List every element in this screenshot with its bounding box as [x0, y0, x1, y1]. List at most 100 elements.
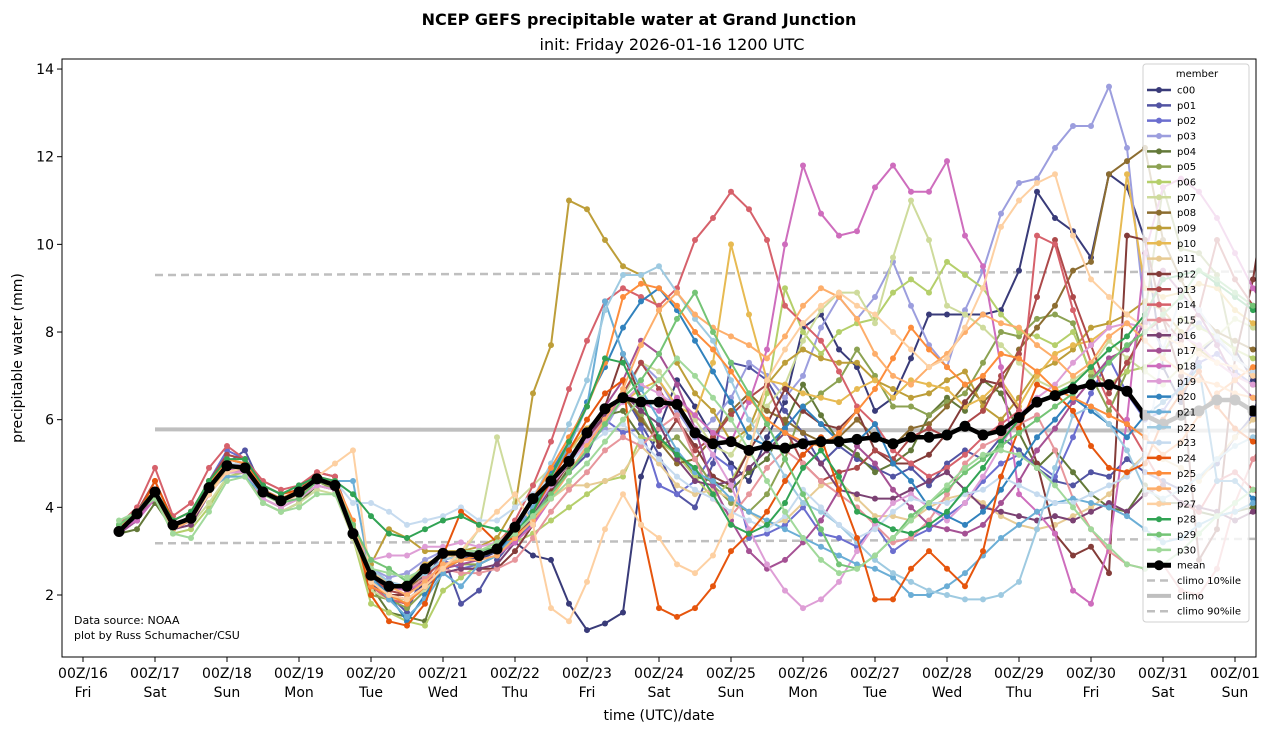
- member-p11-point: [620, 469, 626, 476]
- member-p16-point: [818, 460, 824, 467]
- member-p01-point: [1088, 469, 1094, 476]
- member-p09-point: [386, 526, 392, 533]
- member-p24-point: [1250, 438, 1256, 445]
- mean-point: [1049, 390, 1061, 402]
- member-p17-point: [1034, 447, 1040, 454]
- member-p20-point: [1016, 460, 1022, 467]
- member-p14-point: [692, 236, 698, 243]
- member-p09-point: [1268, 390, 1273, 396]
- member-p10-point: [836, 399, 842, 406]
- legend-item-p01: p01: [1147, 101, 1196, 112]
- member-p04-point: [872, 469, 878, 476]
- member-p04-point: [1268, 496, 1273, 502]
- legend-item-p09: p09: [1147, 223, 1196, 234]
- member-p03-point: [962, 307, 968, 314]
- mean-point: [995, 425, 1007, 437]
- member-p06-point: [1268, 364, 1273, 370]
- mean-point: [203, 482, 215, 494]
- member-p09-point: [620, 263, 626, 270]
- legend-item-p02: p02: [1147, 116, 1196, 127]
- member-p18-point: [512, 539, 518, 546]
- member-p19-point: [944, 517, 950, 524]
- member-p16-point: [890, 495, 896, 502]
- member-c00-point: [638, 473, 644, 480]
- member-p27-point: [440, 565, 446, 572]
- mean-point: [239, 462, 251, 474]
- member-p19-point: [1106, 324, 1112, 331]
- member-p26-point: [872, 350, 878, 357]
- member-p29-point: [944, 486, 950, 493]
- member-p13-point: [1124, 359, 1130, 366]
- member-p11-point: [584, 482, 590, 489]
- member-c00-point: [746, 478, 752, 485]
- member-p05-point: [926, 412, 932, 419]
- member-p21-point: [872, 565, 878, 572]
- legend-item-p23: p23: [1147, 438, 1196, 449]
- member-p27-point: [962, 324, 968, 331]
- member-p30-point: [728, 416, 734, 423]
- member-p25-point: [368, 583, 374, 590]
- member-p26-point: [1124, 320, 1130, 327]
- x-tick-label-time: 00Z/29: [994, 666, 1044, 682]
- member-p27-point: [854, 302, 860, 309]
- member-p09-point: [1070, 346, 1076, 353]
- legend-swatch-marker: [1156, 500, 1162, 507]
- member-p29-point: [602, 421, 608, 428]
- mean-point: [257, 486, 269, 498]
- member-p11-point: [782, 517, 788, 524]
- member-p30-point: [908, 517, 914, 524]
- member-p12-point: [1088, 543, 1094, 550]
- member-p19-point: [458, 539, 464, 546]
- member-p04-point: [908, 447, 914, 454]
- member-p21-point: [656, 416, 662, 423]
- member-p16-point: [1268, 500, 1273, 506]
- member-p28-point: [746, 530, 752, 537]
- member-p27-point: [620, 491, 626, 498]
- mean-point: [743, 444, 755, 456]
- member-p30-point: [260, 499, 266, 506]
- member-p16-point: [638, 407, 644, 414]
- member-p21-point: [926, 592, 932, 598]
- member-p05-point: [404, 605, 410, 612]
- member-p17-point: [998, 499, 1004, 506]
- y-tick-label: 4: [45, 500, 54, 516]
- mean-point: [959, 420, 971, 432]
- member-p14-point: [1052, 241, 1058, 248]
- member-p19-point: [386, 552, 392, 559]
- member-p21-point: [1034, 508, 1040, 515]
- mean-point: [491, 543, 503, 555]
- member-p23-point: [476, 517, 482, 524]
- member-p26-point: [512, 535, 518, 542]
- member-p28-point: [800, 464, 806, 471]
- member-p23-point: [1124, 473, 1130, 480]
- member-p24-point: [1124, 469, 1130, 476]
- member-p06-point: [890, 289, 896, 296]
- member-p08-point: [1124, 158, 1130, 165]
- member-p01-point: [1124, 456, 1130, 463]
- legend-item-p03: p03: [1147, 131, 1196, 142]
- y-tick-label: 12: [36, 150, 54, 166]
- member-p07-point: [1250, 324, 1256, 331]
- member-p19-point: [872, 521, 878, 528]
- member-p28-point: [368, 513, 374, 520]
- member-p16-point: [494, 561, 500, 568]
- legend-label: p22: [1177, 423, 1196, 434]
- member-p28-point: [584, 403, 590, 410]
- climo-10pct-line: [154, 537, 1256, 545]
- member-p15-point: [908, 535, 914, 542]
- member-p09-point: [836, 359, 842, 366]
- member-p23-point: [350, 499, 356, 506]
- legend-label: p03: [1177, 131, 1196, 142]
- member-p29-point: [782, 456, 788, 463]
- mean-point: [1085, 379, 1097, 391]
- member-p23-point: [458, 504, 464, 511]
- member-p27-point: [1016, 197, 1022, 204]
- member-p14-point: [944, 464, 950, 471]
- member-p11-point: [602, 478, 608, 485]
- member-p01-point: [458, 600, 464, 607]
- member-p30-point: [710, 394, 716, 401]
- member-p12-point: [980, 377, 986, 384]
- member-p09-point: [782, 359, 788, 366]
- member-p06-point: [764, 390, 770, 397]
- member-p15-point: [818, 478, 824, 485]
